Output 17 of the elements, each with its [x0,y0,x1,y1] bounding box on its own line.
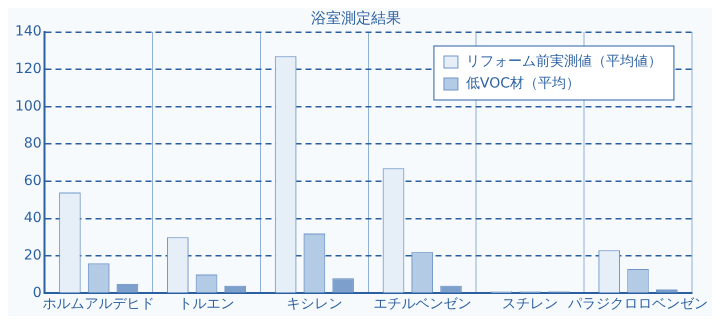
legend-label: リフォーム前実測値（平均値） [466,54,662,70]
y-tick-label: 120 [14,60,42,77]
x-tick-label: パラジクロロベンゼン [567,296,708,312]
y-tick-label: 60 [24,172,42,189]
y-tick-label: 40 [24,210,42,226]
y-tick-label: 20 [24,248,42,264]
x-tick-label: トルエン [178,296,235,312]
x-tick-label: ホルムアルデヒド [42,296,155,312]
y-tick-label: 100 [14,98,42,114]
x-tick-label: キシレン [286,296,342,312]
chart-title: 浴室測定結果 [311,8,401,27]
legend-label: 低VOC材（平均） [466,76,580,92]
y-tick-label: 0 [32,284,42,301]
y-tick-label: 140 [14,24,42,40]
x-tick-label: スチレン [502,296,558,312]
x-tick-label: エチルベンゼン [373,296,472,312]
y-tick-label: 80 [24,136,42,152]
